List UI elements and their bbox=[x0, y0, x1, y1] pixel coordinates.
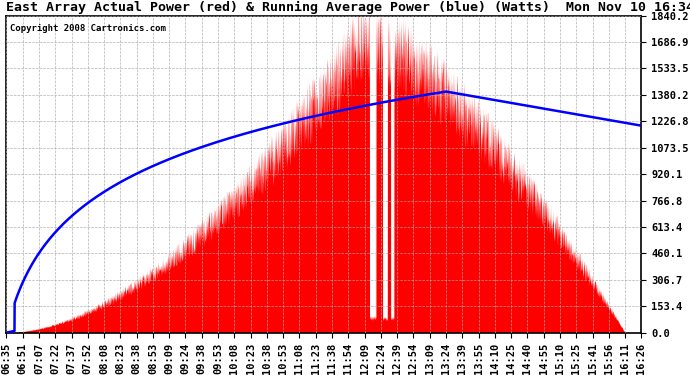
Text: East Array Actual Power (red) & Running Average Power (blue) (Watts)  Mon Nov 10: East Array Actual Power (red) & Running … bbox=[6, 2, 690, 15]
Text: Copyright 2008 Cartronics.com: Copyright 2008 Cartronics.com bbox=[10, 24, 166, 33]
